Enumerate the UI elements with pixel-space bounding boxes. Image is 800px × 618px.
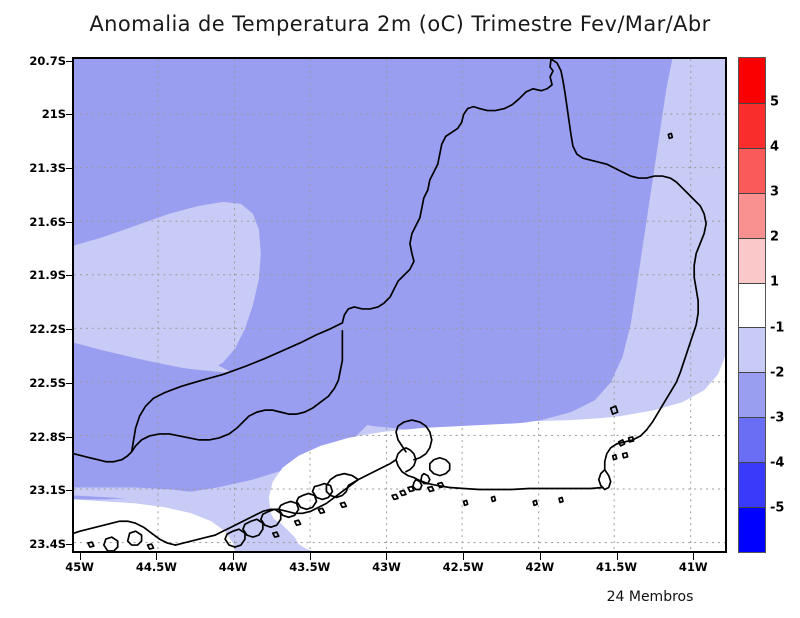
x-tick-mark [386, 553, 388, 560]
colorbar-band [739, 327, 765, 373]
colorbar-band [739, 417, 765, 463]
page-title: Anomalia de Temperatura 2m (oC) Trimestr… [89, 12, 711, 36]
x-tick-label: 41W [678, 560, 708, 574]
y-tick-mark [66, 382, 73, 384]
y-tick-mark [66, 275, 73, 277]
colorbar-tick-label: -1 [770, 320, 785, 336]
map-gridlines [74, 59, 725, 551]
y-tick-mark [66, 221, 73, 223]
y-tick-label: 22.2S [29, 322, 66, 337]
x-tick-label: 43W [372, 560, 401, 574]
y-tick-label: 22.8S [29, 429, 66, 444]
x-tick-mark [693, 553, 695, 560]
colorbar-band [739, 462, 765, 508]
colorbar-band [739, 372, 765, 418]
colorbar-tick-label: -5 [770, 500, 785, 516]
y-tick-label: 21.3S [29, 161, 66, 176]
y-tick-mark [66, 60, 73, 62]
y-tick-mark [66, 490, 73, 492]
y-tick-label: 23.1S [29, 483, 66, 498]
colorbar-band [739, 58, 765, 103]
y-tick-mark [66, 114, 73, 116]
colorbar-tick-label: 3 [770, 184, 780, 200]
y-tick-label: 20.7S [29, 53, 66, 68]
colorbar-band [739, 102, 765, 148]
x-tick-label: 41.5W [596, 560, 638, 574]
band-region-minus3-sw-corner [74, 384, 349, 500]
map-canvas [74, 59, 725, 551]
x-tick-mark [309, 553, 311, 560]
y-tick-mark [66, 436, 73, 438]
y-tick-label: 22.5S [29, 375, 66, 390]
x-tick-mark [156, 553, 158, 560]
y-tick-label: 21.6S [29, 214, 66, 229]
x-tick-label: 43.5W [289, 560, 331, 574]
y-tick-label: 21.9S [29, 268, 66, 283]
colorbar-tick-label: 2 [770, 229, 780, 245]
colorbar-tick-label: -2 [770, 365, 785, 381]
colorbar-band [739, 282, 765, 328]
colorbar-tick-label: -4 [770, 455, 785, 471]
colorbar-tick-label: 4 [770, 139, 780, 155]
y-tick-label: 21S [41, 107, 66, 122]
x-tick-mark [539, 553, 541, 560]
band-region-neutral-se [268, 356, 725, 551]
colorbar-band [739, 147, 765, 193]
y-tick-label: 23.4S [29, 537, 66, 552]
x-tick-label: 45W [65, 560, 94, 574]
x-tick-label: 42W [525, 560, 555, 574]
y-tick-mark [66, 168, 73, 170]
coastline-and-border [74, 59, 707, 551]
band-region-minus2-west-lobe [74, 201, 261, 373]
x-tick-mark [463, 553, 465, 560]
x-tick-label: 44W [218, 560, 248, 574]
colorbar-band [739, 507, 765, 552]
x-tick-mark [616, 553, 618, 560]
map-plot-area [72, 57, 727, 553]
x-tick-mark [233, 553, 235, 560]
y-tick-mark [66, 329, 73, 331]
colorbar-tick-label: 1 [770, 274, 780, 290]
x-tick-label: 44.5W [135, 560, 177, 574]
x-tick-mark [79, 553, 81, 560]
x-tick-label: 42.5W [442, 560, 484, 574]
colorbar-band [739, 237, 765, 283]
ensemble-members-label: 24 Membros [606, 589, 694, 605]
colorbar[interactable] [738, 57, 766, 553]
colorbar-tick-label: -3 [770, 410, 785, 426]
y-tick-mark [66, 544, 73, 546]
colorbar-band [739, 192, 765, 238]
colorbar-tick-label: 5 [770, 94, 780, 110]
